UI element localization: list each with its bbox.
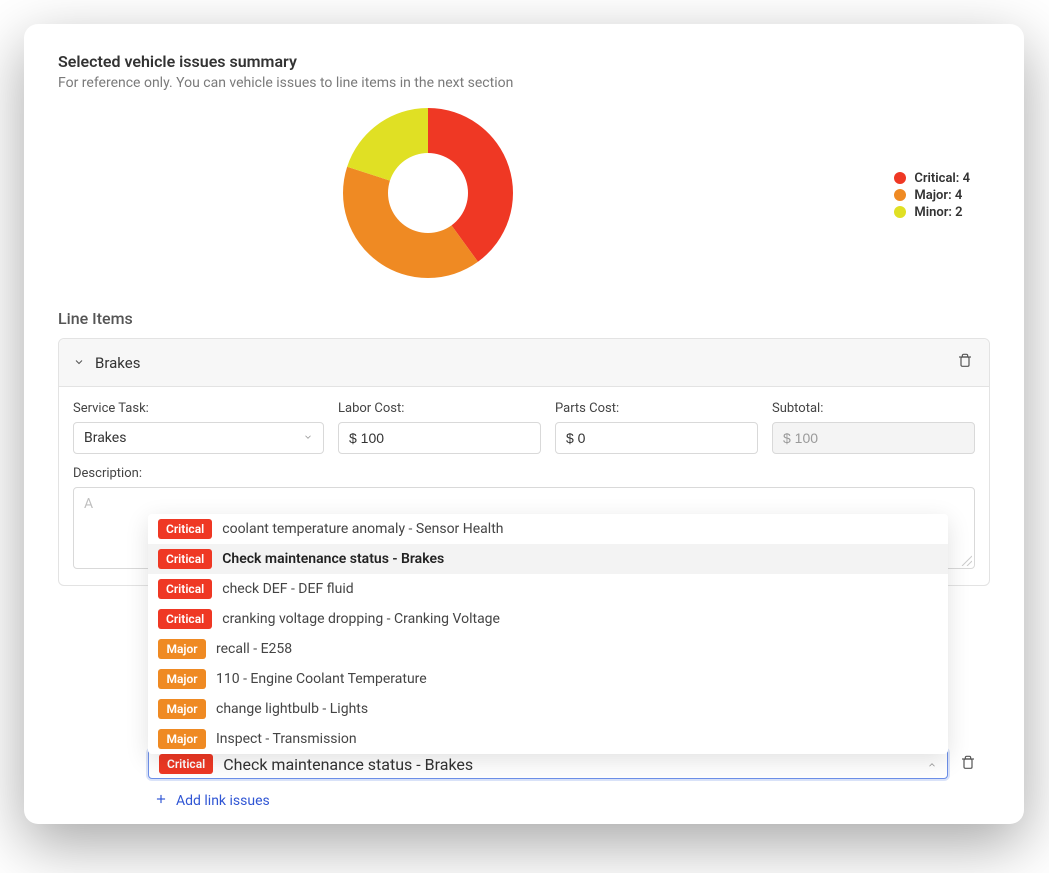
chart-legend: Critical: 4 Major: 4 Minor: 2 <box>894 169 970 222</box>
labor-cost-label: Labor Cost: <box>338 401 541 416</box>
add-link-issues-label: Add link issues <box>176 793 270 809</box>
severity-badge: Critical <box>158 519 212 539</box>
line-item-title: Brakes <box>95 354 140 372</box>
parts-cost-input[interactable] <box>555 422 758 454</box>
issue-option[interactable]: Major change lightbulb - Lights <box>148 694 948 724</box>
issue-option[interactable]: Critical cranking voltage dropping - Cran… <box>148 604 948 634</box>
selected-issue-text: Check maintenance status - Brakes <box>223 755 473 774</box>
service-task-label: Service Task: <box>73 401 324 416</box>
summary-title: Selected vehicle issues summary <box>58 52 990 71</box>
legend-label: Minor: 2 <box>914 205 962 220</box>
severity-badge: Major <box>158 699 206 719</box>
issue-option-text: change lightbulb - Lights <box>216 701 368 717</box>
delete-line-item-button[interactable] <box>955 351 975 374</box>
severity-badge: Major <box>158 729 206 749</box>
summary-subtitle: For reference only. You can vehicle issu… <box>58 75 990 91</box>
issue-option[interactable]: Major Inspect - Transmission <box>148 724 948 754</box>
labor-cost-input[interactable] <box>338 422 541 454</box>
description-placeholder: A <box>84 496 93 512</box>
chart-row: Critical: 4 Major: 4 Minor: 2 <box>58 103 990 287</box>
add-link-issues-button[interactable]: Add link issues <box>154 792 270 810</box>
issue-option-text: Check maintenance status - Brakes <box>222 551 444 567</box>
issue-option-text: check DEF - DEF fluid <box>222 581 353 597</box>
severity-badge: Critical <box>158 579 212 599</box>
severity-badge: Major <box>158 639 206 659</box>
main-card: Selected vehicle issues summary For refe… <box>24 24 1024 824</box>
remove-linked-issue-button[interactable] <box>958 753 978 776</box>
legend-item: Major: 4 <box>894 188 970 203</box>
line-item-header[interactable]: Brakes <box>59 339 989 387</box>
legend-swatch <box>894 172 906 184</box>
issue-option-text: 110 - Engine Coolant Temperature <box>216 671 427 687</box>
legend-label: Critical: 4 <box>914 171 970 186</box>
legend-item: Critical: 4 <box>894 171 970 186</box>
chevron-up-icon <box>927 755 937 774</box>
issue-option[interactable]: Major recall - E258 <box>148 634 948 664</box>
issue-option-text: coolant temperature anomaly - Sensor Hea… <box>222 521 503 537</box>
severity-badge: Critical <box>158 549 212 569</box>
service-task-value: Brakes <box>84 430 126 446</box>
resize-handle-icon <box>960 554 972 566</box>
line-items-title: Line Items <box>58 309 990 328</box>
severity-badge: Critical <box>159 754 213 774</box>
issue-option-text: cranking voltage dropping - Cranking Vol… <box>222 611 500 627</box>
legend-label: Major: 4 <box>914 188 962 203</box>
donut-chart <box>338 103 518 287</box>
donut-slice <box>347 108 428 181</box>
severity-badge: Critical <box>158 609 212 629</box>
plus-icon <box>154 792 176 810</box>
severity-badge: Major <box>158 669 206 689</box>
legend-swatch <box>894 189 906 201</box>
issue-option[interactable]: Major 110 - Engine Coolant Temperature <box>148 664 948 694</box>
issue-option-text: recall - E258 <box>216 641 292 657</box>
issue-option[interactable]: Critical coolant temperature anomaly - Se… <box>148 514 948 544</box>
service-task-select[interactable]: Brakes <box>73 422 324 454</box>
legend-item: Minor: 2 <box>894 205 970 220</box>
trash-icon <box>960 759 976 774</box>
chevron-down-icon <box>73 353 85 372</box>
issue-dropdown[interactable]: Critical coolant temperature anomaly - Se… <box>148 514 948 754</box>
issue-option-text: Inspect - Transmission <box>216 731 357 747</box>
parts-cost-label: Parts Cost: <box>555 401 758 416</box>
subtotal-label: Subtotal: <box>772 401 975 416</box>
trash-icon <box>957 357 973 372</box>
description-label: Description: <box>73 466 975 481</box>
subtotal-input <box>772 422 975 454</box>
chevron-down-icon <box>303 430 313 446</box>
summary-header: Selected vehicle issues summary For refe… <box>58 52 990 91</box>
issue-option[interactable]: Critical check DEF - DEF fluid <box>148 574 948 604</box>
issue-option[interactable]: Critical Check maintenance status - Brake… <box>148 544 948 574</box>
legend-swatch <box>894 206 906 218</box>
